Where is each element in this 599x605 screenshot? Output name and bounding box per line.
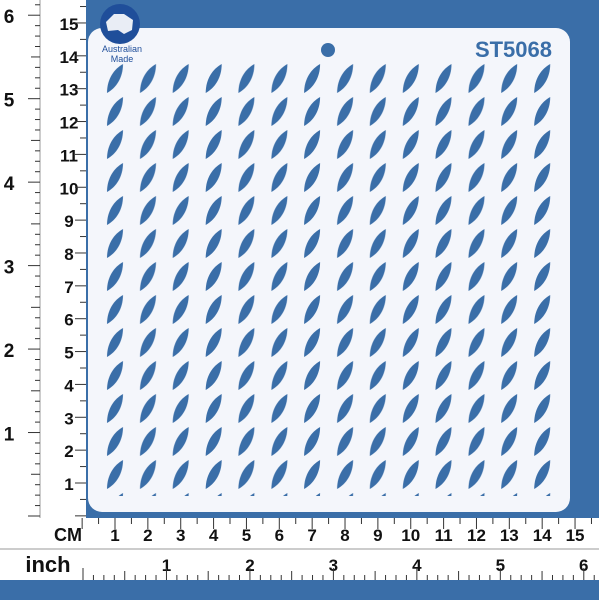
cm-number: 10 xyxy=(60,179,79,198)
inch-label: inch xyxy=(25,552,70,577)
cm-number: 5 xyxy=(64,344,73,363)
cm-number: 11 xyxy=(435,526,453,545)
cm-number: 15 xyxy=(566,526,585,545)
cm-number: 8 xyxy=(64,245,73,264)
inch-number: 3 xyxy=(4,258,15,279)
cm-number: 6 xyxy=(64,311,73,330)
left-ruler xyxy=(0,0,86,518)
cm-number: 11 xyxy=(60,146,78,165)
inch-number: 5 xyxy=(4,91,15,112)
cm-number: 2 xyxy=(64,442,73,461)
product-code: ST5068 xyxy=(475,37,552,62)
inch-number: 2 xyxy=(4,341,15,362)
cm-number: 3 xyxy=(64,409,73,428)
leaf-pattern xyxy=(99,62,559,496)
cm-number: 8 xyxy=(340,526,349,545)
cm-number: 7 xyxy=(64,278,73,297)
logo-map xyxy=(106,14,133,34)
cm-number: 12 xyxy=(467,526,486,545)
cm-number: 3 xyxy=(176,526,185,545)
cm-number: 9 xyxy=(64,212,73,231)
logo-text: Australian xyxy=(102,44,142,54)
cm-number: 13 xyxy=(500,526,519,545)
cm-number: 14 xyxy=(60,48,79,67)
cm-number: 15 xyxy=(60,15,79,34)
cm-number: 1 xyxy=(64,475,73,494)
inch-number: 6 xyxy=(579,556,588,575)
inch-number: 4 xyxy=(412,556,422,575)
cm-number: 14 xyxy=(533,526,552,545)
inch-number: 4 xyxy=(4,174,15,195)
inch-number: 2 xyxy=(245,556,254,575)
inch-number: 1 xyxy=(162,556,171,575)
cm-number: 2 xyxy=(143,526,152,545)
cm-label: CM xyxy=(54,525,82,545)
cm-number: 9 xyxy=(373,526,382,545)
cm-number: 6 xyxy=(275,526,284,545)
cm-number: 1 xyxy=(110,526,119,545)
cm-number: 7 xyxy=(307,526,316,545)
cm-number: 10 xyxy=(401,526,420,545)
inch-number: 5 xyxy=(496,556,505,575)
inch-number: 3 xyxy=(329,556,338,575)
cm-number: 4 xyxy=(209,526,219,545)
inch-number: 1 xyxy=(4,425,15,446)
inch-number: 6 xyxy=(4,7,15,28)
cm-number: 13 xyxy=(60,81,79,100)
cm-number: 12 xyxy=(60,114,79,133)
hanging-hole xyxy=(321,43,335,57)
logo-text: Made xyxy=(111,54,134,64)
cm-number: 4 xyxy=(64,376,74,395)
cm-number: 5 xyxy=(242,526,251,545)
